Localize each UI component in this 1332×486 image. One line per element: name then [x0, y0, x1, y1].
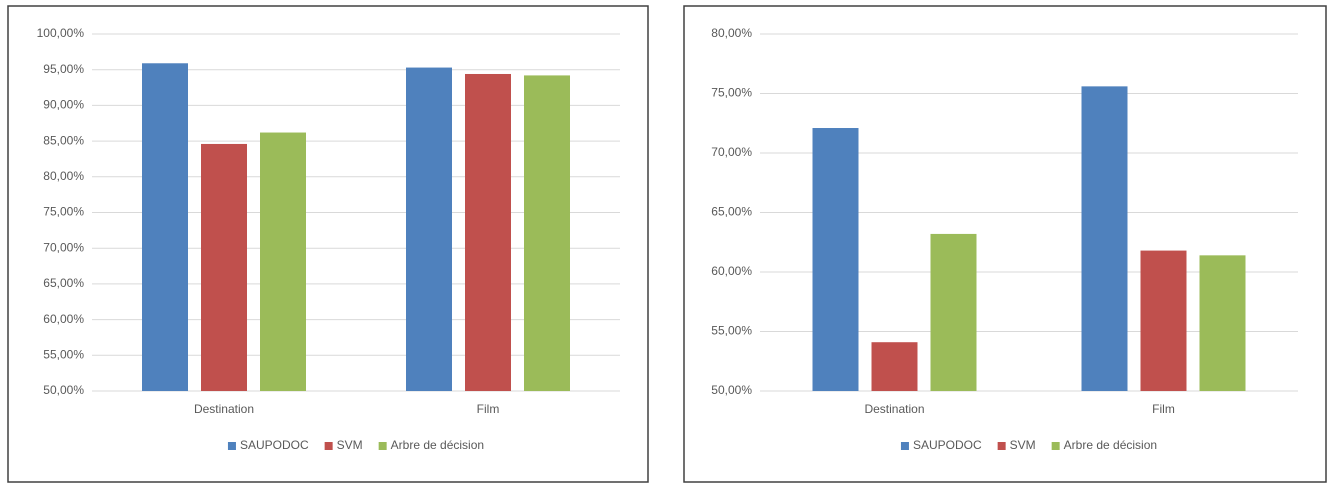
- legend-swatch: [227, 442, 236, 450]
- bar: [260, 132, 306, 392]
- bar: [930, 233, 977, 391]
- x-tick-label: Destination: [864, 402, 924, 416]
- legend-label: Arbre de décision: [1064, 438, 1157, 452]
- bar: [871, 342, 918, 391]
- bar: [1199, 255, 1246, 391]
- y-tick-label: 50,00%: [711, 383, 752, 397]
- y-tick-label: 80,00%: [43, 169, 84, 183]
- y-tick-label: 100,00%: [37, 26, 85, 40]
- legend-swatch: [1051, 442, 1060, 450]
- y-tick-label: 75,00%: [711, 86, 752, 100]
- y-tick-label: 60,00%: [711, 264, 752, 278]
- bar: [201, 143, 247, 391]
- y-tick-label: 95,00%: [43, 62, 84, 76]
- y-tick-label: 70,00%: [711, 145, 752, 159]
- y-tick-label: 75,00%: [43, 205, 84, 219]
- x-tick-label: Film: [1152, 402, 1175, 416]
- legend-label: Arbre de décision: [391, 438, 484, 452]
- bar: [1140, 250, 1187, 391]
- legend-swatch: [378, 442, 387, 450]
- legend-label: SVM: [337, 438, 363, 452]
- chart-frame: [683, 5, 1327, 483]
- y-tick-label: 65,00%: [711, 205, 752, 219]
- y-tick-label: 55,00%: [711, 324, 752, 338]
- y-tick-label: 50,00%: [43, 383, 84, 397]
- y-tick-label: 90,00%: [43, 98, 84, 112]
- chart: 50,00% 55,00% 60,00% 65,00% 70,00% 75,00% 80,0…: [7, 5, 649, 483]
- legend-label: SVM: [1010, 438, 1036, 452]
- bar: [812, 128, 859, 391]
- y-tick-label: 85,00%: [43, 133, 84, 147]
- y-tick-label: 60,00%: [43, 312, 84, 326]
- y-tick-label: 55,00%: [43, 347, 84, 361]
- legend-swatch: [900, 442, 909, 450]
- bar: [142, 63, 188, 392]
- legend-swatch: [997, 442, 1006, 450]
- legend-label: SAUPODOC: [913, 438, 982, 452]
- bar: [406, 67, 452, 392]
- y-tick-label: 65,00%: [43, 276, 84, 290]
- bar: [465, 73, 511, 391]
- chart: 50,00% 55,00% 60,00% 65,00% 70,00% 75,00% 80,0…: [683, 5, 1327, 483]
- bar: [524, 75, 570, 392]
- y-tick-label: 80,00%: [711, 26, 752, 40]
- legend-swatch: [324, 442, 333, 450]
- x-tick-label: Film: [477, 402, 500, 416]
- y-tick-label: 70,00%: [43, 240, 84, 254]
- legend-label: SAUPODOC: [240, 438, 309, 452]
- bar: [1081, 86, 1128, 392]
- x-tick-label: Destination: [194, 402, 254, 416]
